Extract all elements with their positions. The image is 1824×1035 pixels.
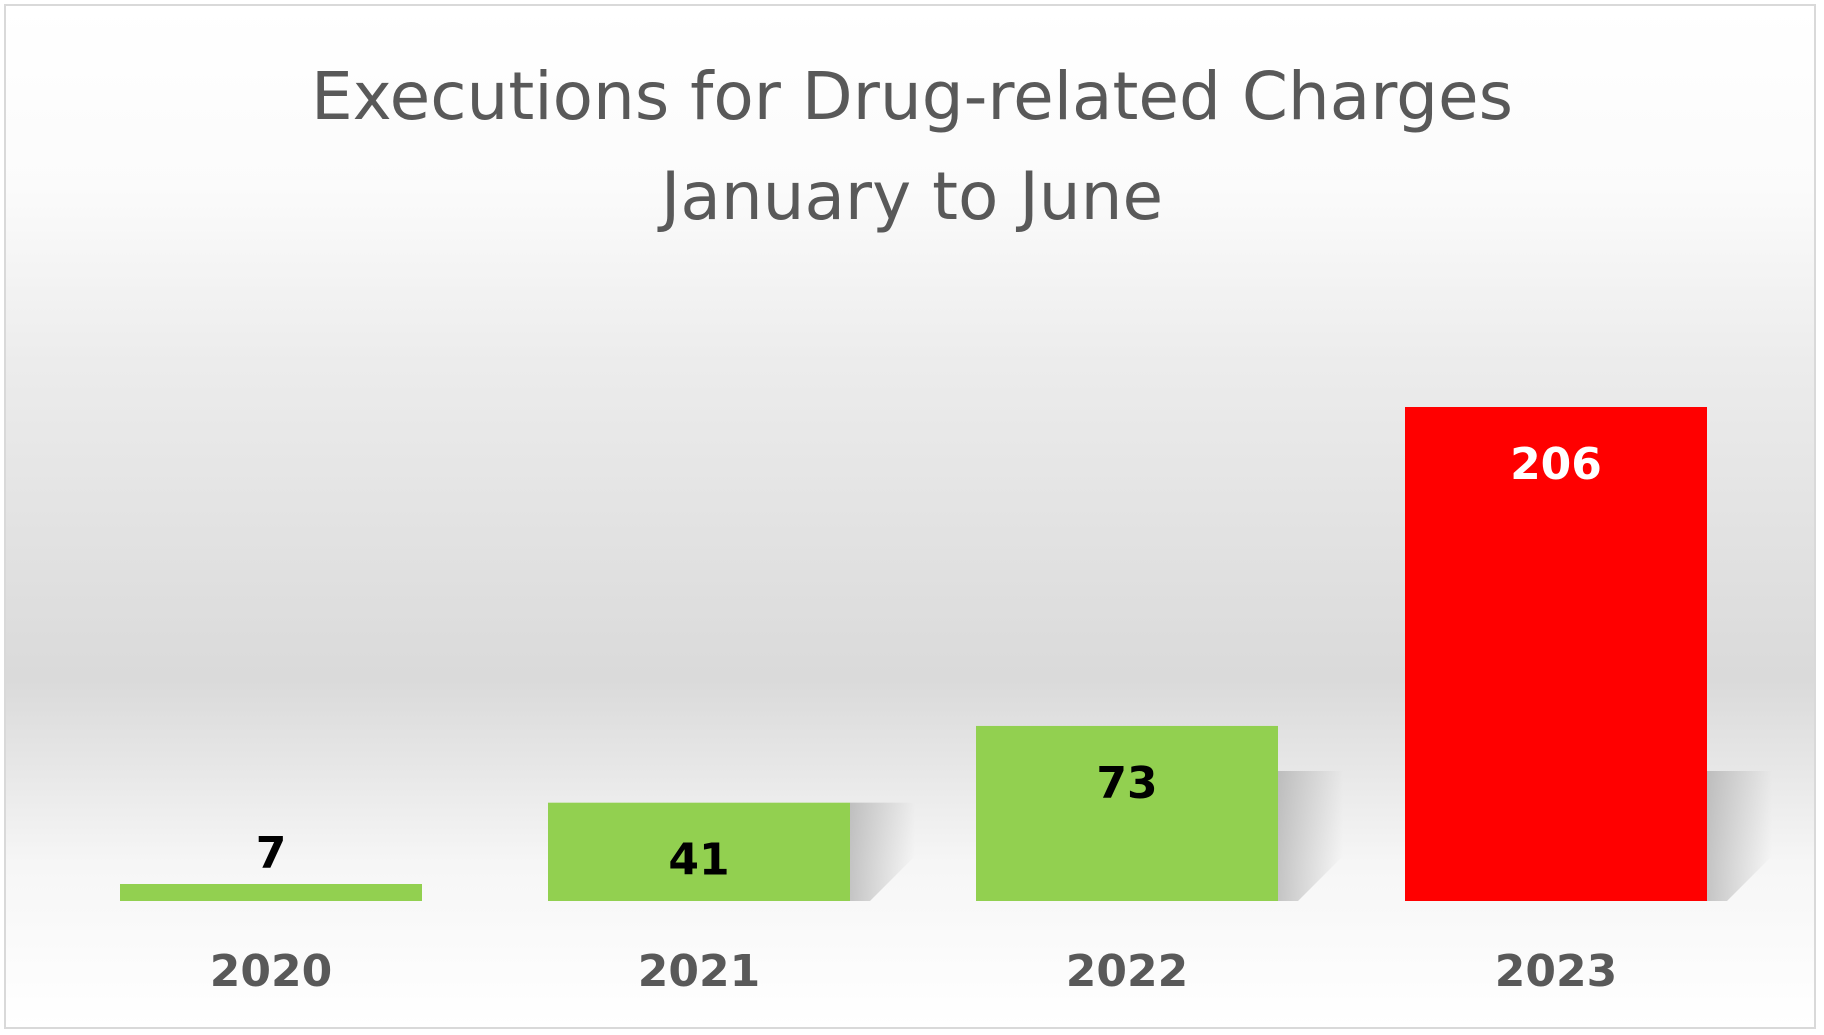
bar-shadow-2023 bbox=[1707, 771, 1772, 901]
value-label-2023: 206 bbox=[1510, 439, 1602, 490]
bar-2023 bbox=[1405, 407, 1707, 901]
chart-subtitle: January to June bbox=[657, 158, 1163, 235]
bar-2022 bbox=[976, 725, 1278, 901]
x-tick-label-2022: 2022 bbox=[1066, 946, 1188, 997]
bar-2021 bbox=[548, 802, 850, 901]
bar-shadow-2021 bbox=[850, 802, 915, 901]
value-labels-group: 7 41 73 206 bbox=[256, 439, 1602, 886]
bar-2020 bbox=[120, 884, 422, 901]
x-axis-ticks: 2020 2021 2022 2023 bbox=[210, 946, 1617, 997]
x-tick-label-2021: 2021 bbox=[638, 946, 760, 997]
chart-area: Executions for Drug-related Charges Janu… bbox=[4, 4, 1816, 1029]
bar-shadow-2022 bbox=[1278, 771, 1343, 901]
bar-shadows bbox=[850, 771, 1772, 901]
x-tick-label-2023: 2023 bbox=[1495, 946, 1617, 997]
value-label-2021: 41 bbox=[668, 835, 729, 886]
x-tick-label-2020: 2020 bbox=[210, 946, 332, 997]
value-label-2020: 7 bbox=[256, 828, 287, 879]
value-label-2022: 73 bbox=[1096, 758, 1157, 809]
chart-title: Executions for Drug-related Charges bbox=[311, 58, 1513, 135]
bar-chart: Executions for Drug-related Charges Janu… bbox=[120, 58, 1772, 997]
bars-group bbox=[120, 407, 1707, 901]
